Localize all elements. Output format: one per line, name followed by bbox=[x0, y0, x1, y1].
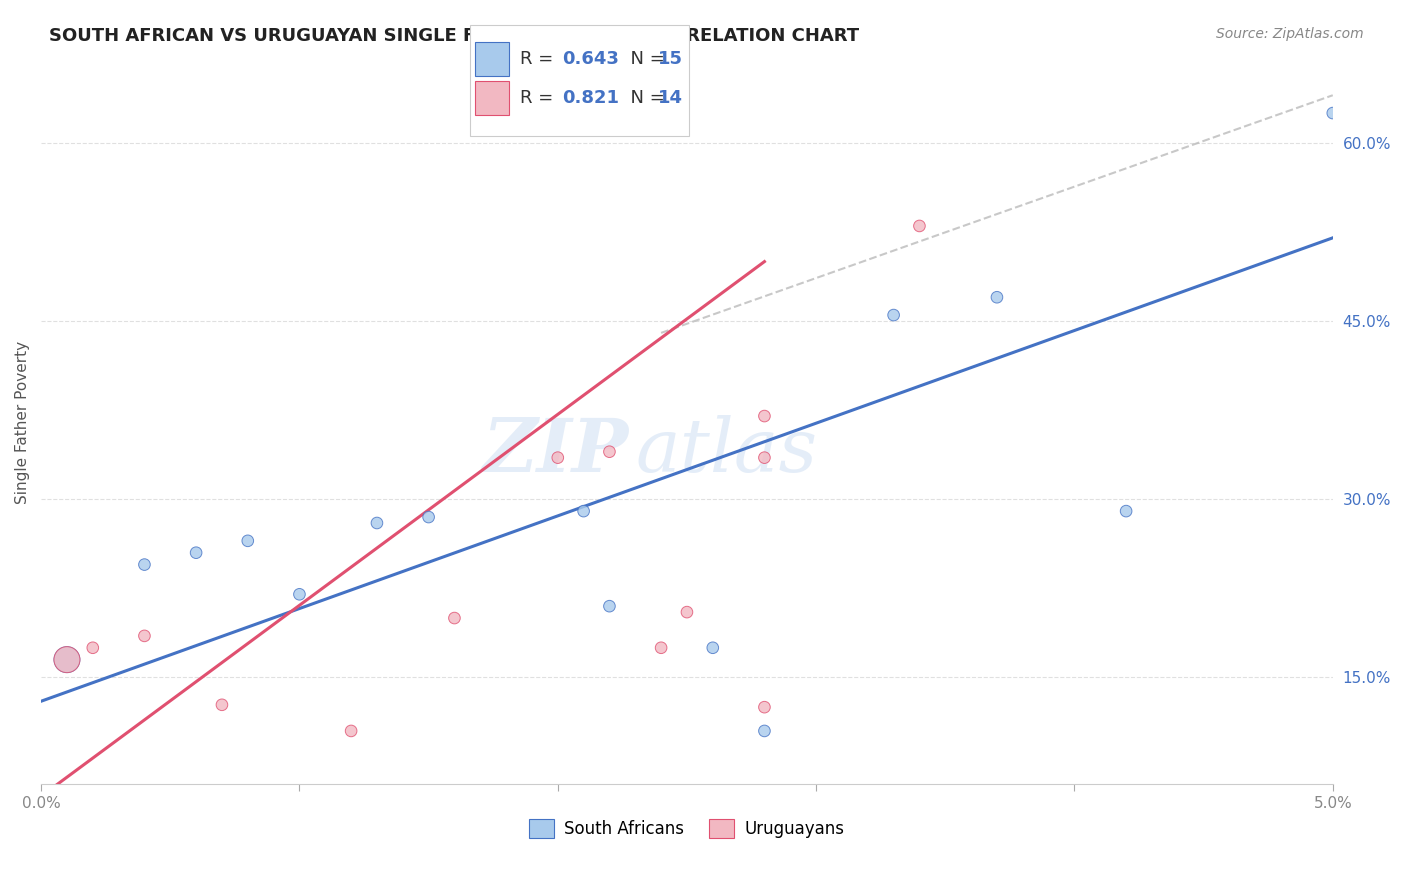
Text: 0.643: 0.643 bbox=[562, 50, 619, 68]
Text: 15: 15 bbox=[658, 50, 683, 68]
Point bbox=[572, 504, 595, 518]
Point bbox=[676, 605, 699, 619]
Point bbox=[986, 290, 1008, 304]
Point bbox=[754, 450, 776, 465]
Text: ZIP: ZIP bbox=[482, 415, 628, 487]
Text: R =: R = bbox=[520, 50, 560, 68]
Point bbox=[366, 516, 388, 530]
Point bbox=[418, 510, 440, 524]
Point bbox=[82, 640, 104, 655]
Text: Source: ZipAtlas.com: Source: ZipAtlas.com bbox=[1216, 27, 1364, 41]
Point bbox=[883, 308, 905, 322]
Point bbox=[1115, 504, 1137, 518]
Point bbox=[134, 558, 156, 572]
Y-axis label: Single Father Poverty: Single Father Poverty bbox=[15, 341, 30, 504]
Legend: South Africans, Uruguayans: South Africans, Uruguayans bbox=[523, 813, 851, 845]
Point bbox=[598, 444, 620, 458]
Point bbox=[754, 409, 776, 423]
Point bbox=[702, 640, 724, 655]
Point bbox=[1322, 106, 1344, 120]
Text: 14: 14 bbox=[658, 89, 683, 107]
Point bbox=[650, 640, 672, 655]
Point bbox=[754, 700, 776, 714]
Point bbox=[288, 587, 311, 601]
Point bbox=[547, 450, 569, 465]
Point bbox=[443, 611, 465, 625]
Point bbox=[340, 723, 363, 738]
Point bbox=[754, 723, 776, 738]
Text: 0.821: 0.821 bbox=[562, 89, 620, 107]
Point bbox=[134, 629, 156, 643]
Point bbox=[236, 533, 259, 548]
Point bbox=[598, 599, 620, 614]
Text: SOUTH AFRICAN VS URUGUAYAN SINGLE FATHER POVERTY CORRELATION CHART: SOUTH AFRICAN VS URUGUAYAN SINGLE FATHER… bbox=[49, 27, 859, 45]
Point bbox=[211, 698, 233, 712]
Text: R =: R = bbox=[520, 89, 560, 107]
Point bbox=[908, 219, 931, 233]
Point bbox=[56, 653, 79, 667]
Text: atlas: atlas bbox=[636, 415, 817, 487]
Point bbox=[56, 653, 79, 667]
Text: N =: N = bbox=[619, 50, 671, 68]
Point bbox=[184, 546, 207, 560]
Text: N =: N = bbox=[619, 89, 671, 107]
